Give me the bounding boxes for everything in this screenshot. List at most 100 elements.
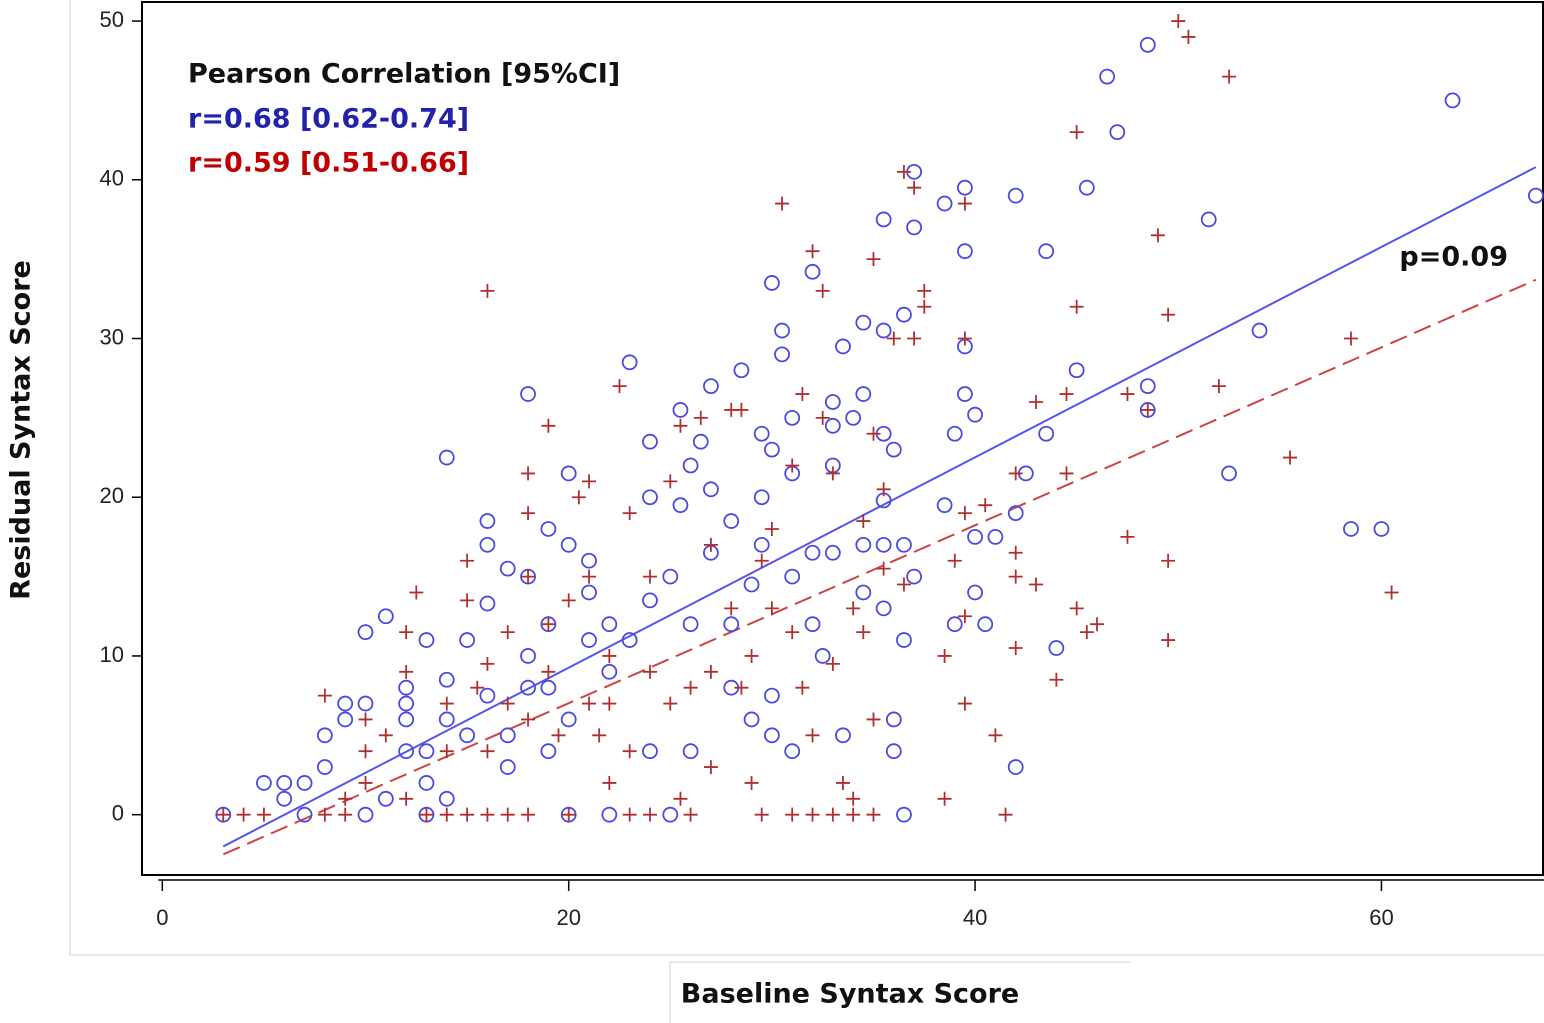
point bbox=[662, 568, 679, 585]
point bbox=[855, 314, 872, 331]
x-tick-label: 20 bbox=[556, 905, 580, 930]
point bbox=[977, 616, 994, 633]
point bbox=[642, 433, 658, 450]
point bbox=[763, 687, 780, 704]
point bbox=[804, 263, 821, 280]
point bbox=[804, 616, 821, 633]
point bbox=[978, 498, 993, 513]
point bbox=[988, 728, 1003, 743]
point bbox=[398, 695, 415, 712]
point bbox=[622, 744, 637, 759]
point bbox=[754, 553, 769, 568]
point bbox=[1007, 505, 1024, 522]
point bbox=[795, 680, 810, 695]
point bbox=[805, 244, 820, 259]
point bbox=[480, 656, 495, 671]
point bbox=[296, 806, 313, 823]
point bbox=[398, 711, 415, 728]
point bbox=[1343, 521, 1359, 537]
point bbox=[764, 601, 779, 616]
point bbox=[855, 536, 872, 553]
point bbox=[1109, 124, 1126, 141]
point bbox=[1161, 553, 1176, 568]
point bbox=[846, 807, 861, 822]
point bbox=[551, 728, 566, 743]
point bbox=[337, 711, 354, 728]
point bbox=[763, 441, 780, 458]
point bbox=[957, 609, 972, 624]
point bbox=[1120, 529, 1135, 544]
point bbox=[460, 553, 475, 568]
point bbox=[377, 608, 394, 625]
point bbox=[398, 743, 415, 760]
point bbox=[734, 680, 749, 695]
point bbox=[662, 806, 679, 823]
x-tick-label: 40 bbox=[963, 905, 987, 930]
point bbox=[896, 632, 912, 648]
point bbox=[521, 807, 536, 822]
point bbox=[1079, 625, 1094, 640]
point bbox=[825, 466, 840, 481]
point bbox=[521, 466, 536, 481]
point bbox=[957, 196, 972, 211]
point bbox=[500, 625, 515, 640]
point bbox=[957, 243, 973, 260]
point bbox=[866, 807, 881, 822]
point bbox=[784, 743, 801, 760]
point bbox=[856, 514, 871, 529]
point bbox=[521, 712, 536, 727]
point bbox=[896, 306, 912, 323]
point bbox=[785, 458, 800, 473]
point bbox=[399, 625, 414, 640]
point bbox=[1007, 187, 1024, 204]
point bbox=[1029, 577, 1044, 592]
y-tick-label: 30 bbox=[100, 324, 124, 349]
point bbox=[581, 552, 597, 569]
point bbox=[734, 402, 749, 417]
point bbox=[316, 759, 333, 775]
point bbox=[835, 727, 851, 744]
point bbox=[815, 410, 830, 425]
point bbox=[296, 775, 313, 791]
point bbox=[723, 513, 740, 529]
point bbox=[357, 806, 374, 823]
annotation: r=0.68 [0.62-0.74] bbox=[188, 104, 469, 135]
point bbox=[642, 569, 657, 584]
point bbox=[642, 592, 658, 609]
point bbox=[276, 790, 293, 807]
point bbox=[875, 600, 892, 617]
point bbox=[499, 759, 516, 775]
point bbox=[642, 743, 658, 760]
point bbox=[1059, 387, 1074, 402]
point bbox=[521, 569, 536, 584]
point bbox=[622, 506, 637, 521]
point bbox=[1008, 466, 1023, 481]
x-tick-label: 0 bbox=[156, 905, 168, 930]
point bbox=[1150, 228, 1165, 243]
point bbox=[1029, 394, 1044, 409]
point bbox=[947, 553, 962, 568]
point bbox=[378, 728, 393, 743]
point bbox=[438, 711, 455, 728]
point bbox=[784, 568, 801, 585]
point bbox=[1089, 617, 1104, 632]
annotation: p=0.09 bbox=[1399, 242, 1508, 273]
point bbox=[460, 807, 475, 822]
point bbox=[399, 791, 414, 806]
point bbox=[957, 506, 972, 521]
point bbox=[753, 489, 770, 506]
point bbox=[581, 632, 597, 648]
point bbox=[743, 576, 760, 593]
point bbox=[703, 760, 718, 775]
point bbox=[957, 179, 973, 196]
point bbox=[439, 696, 454, 711]
point bbox=[835, 338, 851, 355]
point bbox=[855, 386, 872, 402]
point bbox=[317, 807, 332, 822]
point bbox=[937, 791, 952, 806]
annotation: Pearson Correlation [95%CI] bbox=[188, 59, 620, 90]
point bbox=[1038, 425, 1055, 442]
y-tick-label: 0 bbox=[112, 800, 124, 825]
point bbox=[621, 354, 638, 371]
point bbox=[825, 656, 840, 671]
